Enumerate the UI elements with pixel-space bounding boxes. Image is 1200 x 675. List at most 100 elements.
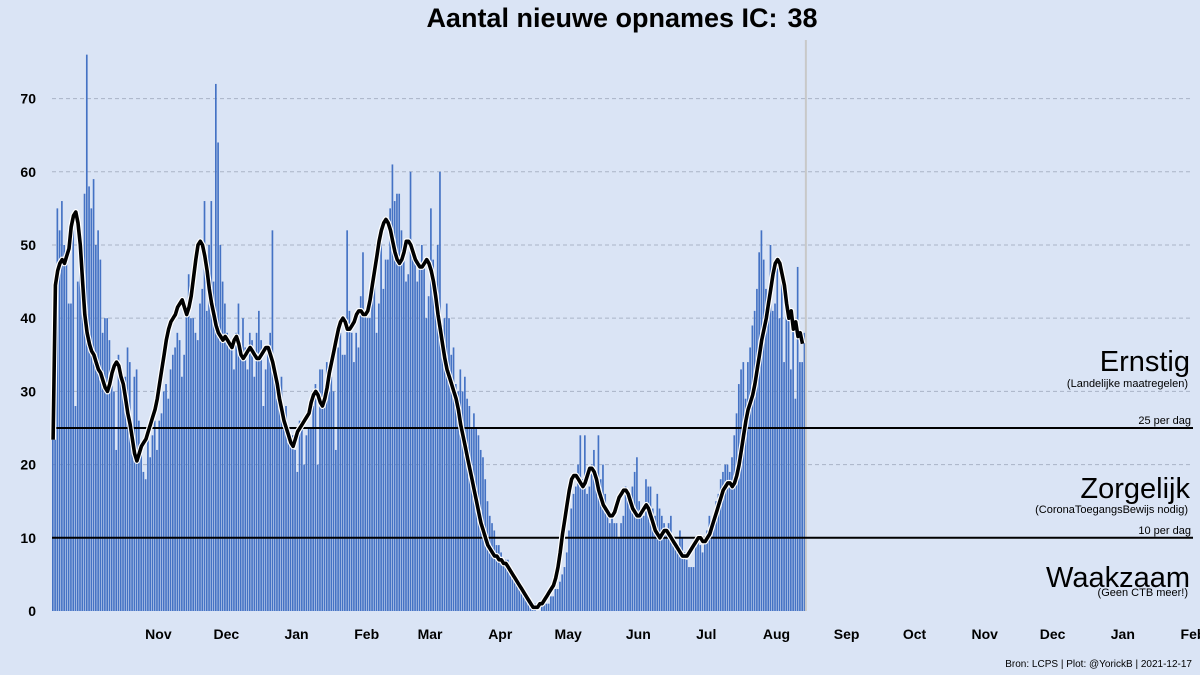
bar (115, 449, 118, 611)
bar (183, 354, 185, 611)
bar (568, 530, 570, 611)
bar (500, 552, 502, 611)
bar (285, 406, 287, 611)
bar (278, 406, 281, 611)
bar (466, 398, 468, 611)
bar (717, 493, 720, 611)
x-tick-label: Nov (145, 626, 172, 642)
bar (790, 369, 792, 611)
bar (454, 384, 457, 611)
bar (260, 340, 262, 611)
bar (126, 347, 129, 611)
bar (79, 259, 81, 611)
bar (706, 530, 708, 611)
bar (581, 479, 584, 611)
bar (685, 559, 688, 611)
bar (201, 288, 204, 611)
bar (305, 435, 308, 611)
bar (780, 274, 783, 611)
bar (690, 567, 693, 611)
bar (579, 435, 582, 611)
bar (516, 581, 518, 611)
bar (280, 376, 283, 611)
bar (799, 362, 801, 611)
bar (158, 420, 161, 611)
bar (803, 332, 806, 611)
zone-sub-zorgelijk: (CoronaToegangsBewijs nodig) (1035, 504, 1188, 516)
bar (169, 369, 172, 611)
bar (495, 545, 498, 611)
bar (108, 340, 111, 611)
bar (244, 347, 247, 611)
bar (378, 303, 380, 611)
bar (561, 574, 564, 611)
bar (364, 310, 367, 611)
bar (665, 530, 668, 611)
x-axis-ticks: Nov Dec Jan Feb Mar Apr May Jun Jul Aug Sep Oct Nov D… (145, 626, 1200, 642)
bar (269, 332, 271, 611)
bar (380, 230, 382, 612)
bar (76, 281, 79, 611)
bar (384, 259, 387, 611)
y-tick-label: 10 (20, 530, 36, 546)
x-tick-label: Jun (626, 626, 651, 642)
bar (627, 493, 629, 611)
bar (418, 266, 421, 611)
bar (291, 435, 294, 611)
bar (672, 537, 674, 611)
bar (681, 537, 684, 611)
bar (312, 406, 315, 611)
bar (656, 493, 659, 611)
bar (522, 596, 525, 611)
x-tick-label: May (555, 626, 582, 642)
bar (645, 479, 647, 611)
bar (525, 596, 527, 611)
x-tick-label: Dec (1040, 626, 1066, 642)
bar (425, 318, 428, 611)
bar (611, 515, 613, 611)
x-tick-label: Nov (971, 626, 998, 642)
bar (192, 318, 195, 611)
bar (785, 303, 788, 611)
bar (294, 449, 296, 611)
bar (106, 318, 108, 611)
bar (239, 347, 242, 611)
bar (171, 354, 174, 611)
bar (638, 501, 641, 611)
bar (196, 340, 199, 611)
x-tick-label: Jan (1111, 626, 1135, 642)
bar (697, 537, 699, 611)
bar (389, 208, 391, 611)
y-axis-ticks: 0 10 20 30 40 50 60 70 (20, 91, 36, 619)
bar (393, 201, 396, 612)
bar (740, 369, 742, 611)
bar (228, 347, 231, 611)
bar (359, 296, 362, 611)
bar (688, 567, 690, 611)
bar (756, 288, 758, 611)
bar (52, 420, 54, 611)
bar (636, 457, 638, 611)
bar (692, 567, 695, 611)
bar (475, 427, 478, 611)
bar (654, 515, 656, 611)
bar (597, 435, 600, 611)
bar (543, 603, 545, 611)
bar (341, 354, 344, 611)
bar (251, 340, 253, 611)
bar (119, 369, 122, 611)
bar (97, 230, 99, 612)
bar (253, 376, 256, 611)
bar (649, 486, 652, 611)
bar (792, 318, 794, 611)
bar (545, 603, 548, 611)
bar (325, 362, 328, 611)
bar (144, 479, 147, 611)
bar (493, 530, 496, 611)
bar (187, 274, 190, 611)
bar (237, 303, 240, 611)
bar (556, 589, 559, 611)
bar (398, 193, 401, 611)
bar (301, 427, 303, 611)
